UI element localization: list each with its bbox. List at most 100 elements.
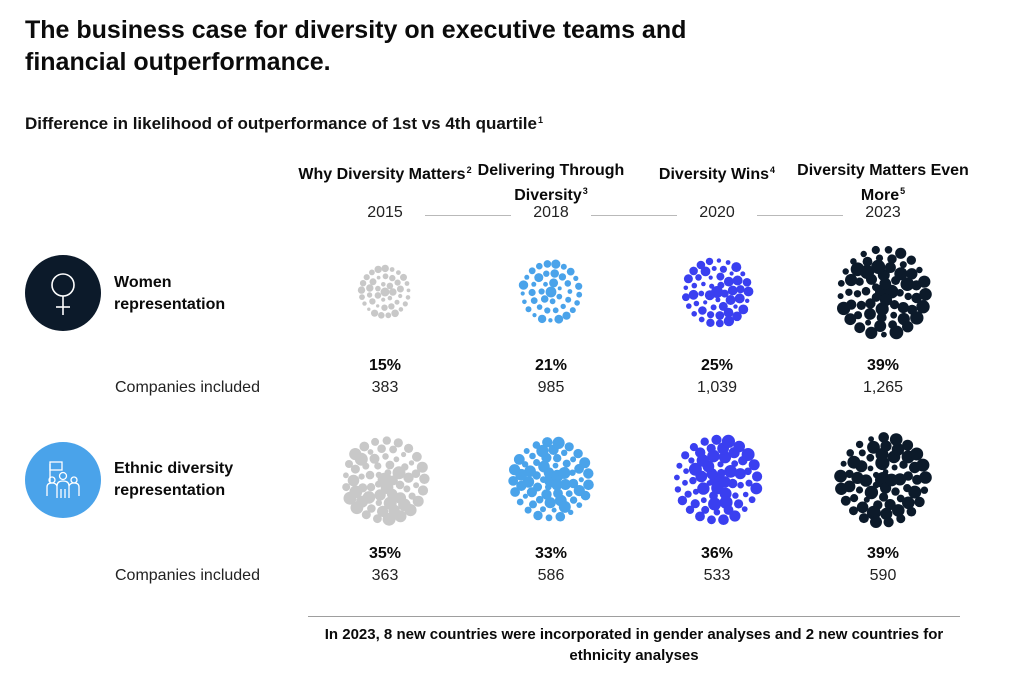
cluster-dot <box>396 270 401 275</box>
cluster-dot <box>919 288 932 301</box>
women-cluster-2015 <box>357 264 411 319</box>
cluster-dot <box>381 304 388 311</box>
cluster-dot <box>890 311 898 319</box>
cluster-dot <box>895 247 907 259</box>
cluster-dot <box>725 295 736 305</box>
cluster-dot <box>880 507 893 520</box>
cluster-dot <box>695 511 705 522</box>
cluster-dot <box>856 300 866 310</box>
cluster-dot <box>688 462 702 476</box>
cluster-dot <box>544 307 551 314</box>
cluster-dot <box>576 502 583 508</box>
cluster-dot <box>837 280 845 287</box>
cluster-dot <box>715 297 721 303</box>
companies-included-label-ethnic: Companies included <box>115 567 260 584</box>
cluster-dot <box>375 499 382 506</box>
cluster-dot <box>404 443 414 453</box>
cluster-dot <box>918 275 931 288</box>
cluster-dot <box>413 482 420 489</box>
ethnic-cluster-2023 <box>834 432 932 528</box>
cluster-dot <box>525 306 532 313</box>
cluster-dot <box>342 483 351 492</box>
cluster-dot <box>536 304 543 310</box>
cluster-dot <box>345 460 353 468</box>
cluster-dot <box>518 280 529 290</box>
cluster-dot <box>868 436 874 442</box>
cluster-dot <box>583 479 594 491</box>
cluster-dot <box>510 487 520 497</box>
cluster-dot <box>549 298 556 305</box>
cluster-dot <box>717 461 724 468</box>
cluster-dot <box>357 286 366 294</box>
cluster-dot <box>875 254 884 262</box>
cluster-dot <box>701 281 706 287</box>
cluster-dot <box>745 479 753 487</box>
cluster-dot <box>555 511 566 522</box>
cluster-dot <box>896 289 904 297</box>
cluster-dot <box>723 307 734 318</box>
cluster-dot <box>850 494 859 503</box>
cluster-dot <box>550 269 559 278</box>
cluster-dot <box>896 514 906 524</box>
cluster-dot <box>881 331 887 338</box>
cluster-dot <box>538 460 550 473</box>
cluster-dot <box>374 292 382 299</box>
cluster-dot <box>579 457 591 469</box>
cluster-dot <box>382 453 389 460</box>
cluster-dot <box>876 312 887 323</box>
cluster-dot <box>715 311 725 320</box>
cluster-dot <box>543 281 548 287</box>
cluster-dot <box>376 275 381 280</box>
cluster-dot <box>707 515 716 525</box>
cluster-dot <box>556 293 563 300</box>
women-companies-2020: 1,039 <box>696 379 738 396</box>
cluster-dot <box>834 469 847 483</box>
cluster-dot <box>705 257 714 266</box>
cluster-dot <box>674 486 682 493</box>
cluster-dot <box>543 260 552 268</box>
cluster-dot <box>374 489 386 501</box>
cluster-dot <box>551 479 563 491</box>
cluster-dot <box>861 286 871 296</box>
cluster-dot <box>729 510 741 522</box>
cluster-dot <box>537 314 547 324</box>
cluster-dot <box>536 444 549 458</box>
cluster-dot <box>545 514 553 522</box>
cluster-dot <box>871 245 880 255</box>
cluster-dot <box>677 495 688 506</box>
cluster-dot <box>729 271 734 276</box>
row-label-ethnic: Ethnic diversity representation <box>114 460 234 499</box>
cluster-dot <box>711 266 717 271</box>
cluster-dot <box>524 274 530 280</box>
cluster-dot <box>691 311 697 317</box>
subtitle-footnote-marker: 1 <box>537 115 543 125</box>
study-heading-2023: Diversity Matters Even More5 <box>783 160 983 206</box>
cluster-dot <box>882 469 889 475</box>
cluster-dot <box>891 443 905 456</box>
cluster-dot <box>865 298 876 309</box>
cluster-dot <box>849 506 858 516</box>
cluster-dot <box>682 293 690 302</box>
ethnic-companies-2018: 586 <box>537 567 565 584</box>
row-label-women: Women representation <box>114 274 226 313</box>
cluster-dot <box>870 516 882 528</box>
women-value-2020: 25% <box>700 357 734 374</box>
cluster-dot <box>867 465 874 472</box>
cluster-dot <box>580 490 591 501</box>
cluster-dot <box>566 267 575 276</box>
cluster-dot <box>562 311 571 320</box>
cluster-dot <box>716 258 722 263</box>
women-cluster-2023 <box>837 245 932 340</box>
cluster-dot <box>405 295 411 300</box>
cluster-dot <box>382 436 391 445</box>
cluster-dot <box>902 439 914 451</box>
cluster-dot <box>386 282 394 290</box>
cluster-dot <box>385 312 392 319</box>
cluster-dot <box>867 440 880 454</box>
timeline-line <box>418 215 848 216</box>
cluster-dot <box>369 453 380 464</box>
cluster-dot <box>854 322 866 334</box>
year-label-2023: 2023 <box>843 204 923 222</box>
cluster-dot <box>893 473 907 486</box>
cluster-dot <box>873 471 880 479</box>
